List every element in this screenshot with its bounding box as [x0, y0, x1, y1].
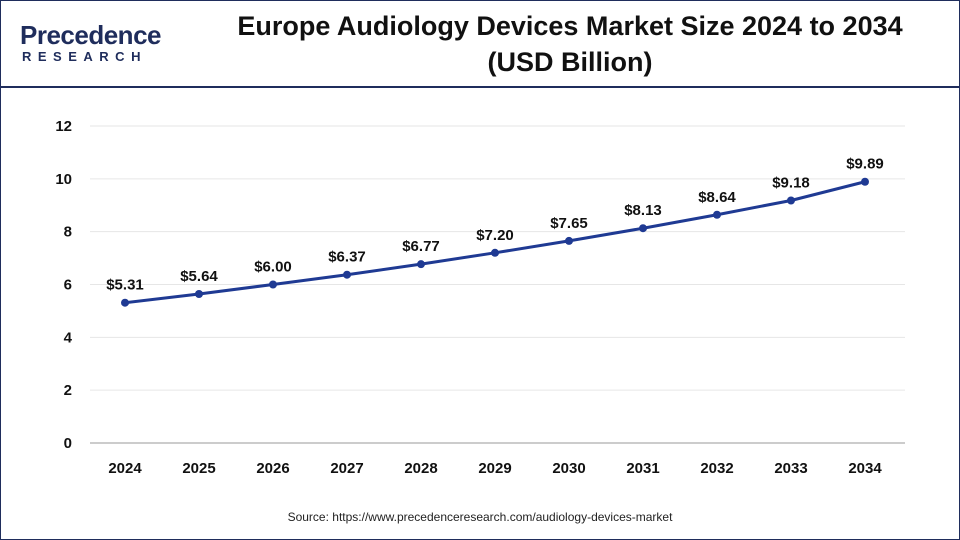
data-points [121, 177, 869, 307]
logo-subtitle: RESEARCH [22, 49, 147, 64]
data-label: $9.18 [772, 174, 810, 191]
data-point [417, 260, 425, 269]
y-tick-label: 4 [64, 329, 73, 346]
data-point [639, 224, 647, 233]
x-tick-label: 2026 [256, 460, 289, 477]
y-tick-label: 2 [64, 382, 72, 399]
y-tick-label: 12 [55, 118, 72, 135]
data-point [787, 196, 795, 205]
data-point [121, 298, 129, 307]
data-point [343, 270, 351, 279]
data-label: $7.20 [476, 227, 514, 244]
y-tick-label: 10 [55, 171, 72, 188]
data-label: $6.77 [402, 238, 440, 255]
data-point [861, 177, 869, 186]
data-label: $5.64 [180, 268, 218, 285]
x-tick-label: 2028 [404, 460, 437, 477]
data-point [713, 210, 721, 219]
x-tick-label: 2027 [330, 460, 363, 477]
logo-initial: P [20, 20, 37, 50]
x-tick-label: 2024 [108, 460, 142, 477]
source-note: Source: https://www.precedenceresearch.c… [287, 510, 673, 524]
x-tick-label: 2032 [700, 460, 733, 477]
data-label: $8.13 [624, 202, 662, 219]
data-point [565, 236, 573, 245]
x-tick-label: 2031 [626, 460, 659, 477]
data-point [195, 290, 203, 299]
precedence-research-logo: Precedence RESEARCH [20, 20, 162, 68]
x-tick-label: 2034 [848, 460, 882, 477]
x-axis: 2024 2025 2026 2027 2028 2029 2030 2031 2032 2033… [108, 460, 882, 477]
data-point [269, 280, 277, 289]
data-label: $8.64 [698, 189, 736, 206]
title-line-2: (USD Billion) [487, 47, 653, 77]
data-labels: $5.31 $5.64 $6.00 $6.37 $6.77 $7.20 $7.65 $8.13… [106, 156, 884, 294]
header: Precedence RESEARCH Europe Audiology Dev… [0, 0, 960, 88]
logo-wordmark: Precedence [20, 20, 162, 50]
gridlines [90, 125, 905, 444]
data-label: $5.31 [106, 277, 144, 294]
y-tick-label: 6 [64, 277, 72, 294]
x-tick-label: 2033 [774, 460, 807, 477]
x-tick-label: 2029 [478, 460, 511, 477]
data-label: $6.37 [328, 249, 366, 266]
y-tick-label: 8 [64, 224, 72, 241]
y-axis: 0 2 4 6 8 10 12 [55, 118, 72, 452]
data-label: $6.00 [254, 259, 292, 276]
data-point [491, 248, 499, 257]
x-tick-label: 2025 [182, 460, 215, 477]
y-tick-label: 0 [64, 435, 72, 452]
data-label: $9.89 [846, 156, 884, 173]
x-tick-label: 2030 [552, 460, 585, 477]
data-label: $7.65 [550, 215, 588, 232]
logo-word-rest: recedence [36, 20, 162, 50]
title-line-1: Europe Audiology Devices Market Size 202… [237, 11, 903, 41]
chart-title: Europe Audiology Devices Market Size 202… [200, 8, 940, 80]
